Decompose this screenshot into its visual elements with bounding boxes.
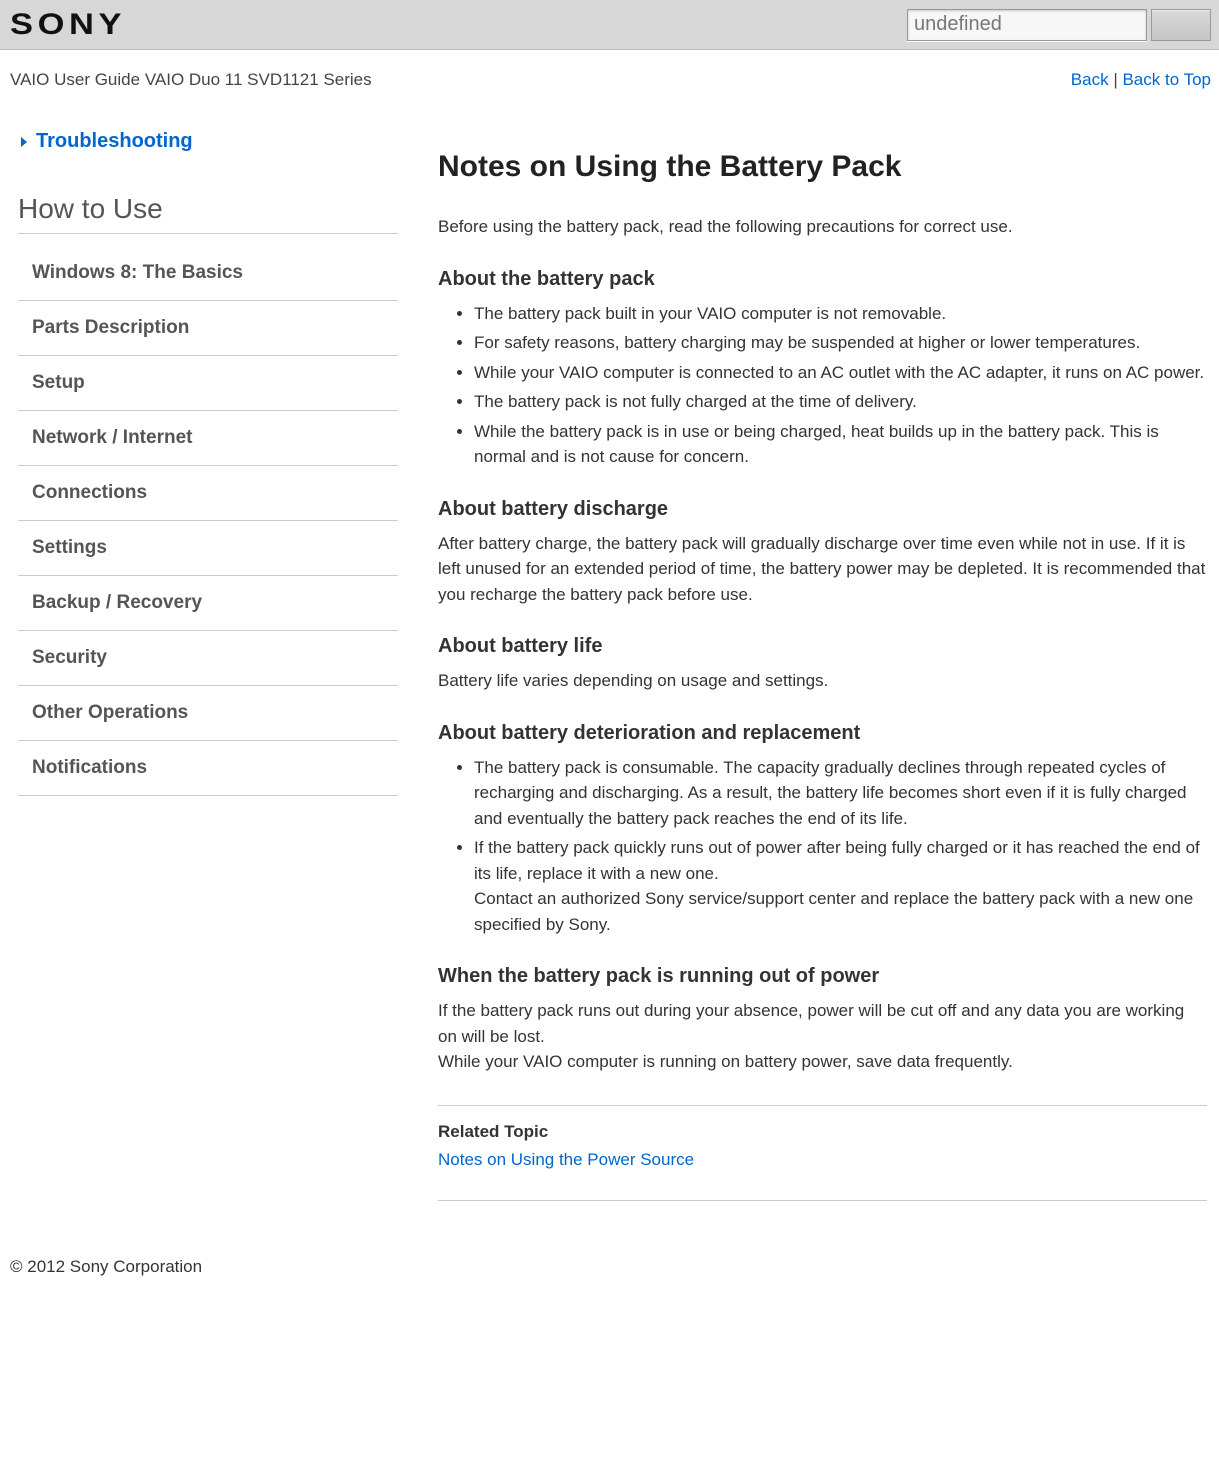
section-body: If the battery pack runs out during your…	[438, 998, 1207, 1075]
section-heading: About battery deterioration and replacem…	[438, 722, 1207, 745]
back-to-top-link[interactable]: Back to Top	[1122, 70, 1211, 89]
related-topic-link[interactable]: Notes on Using the Power Source	[438, 1150, 1207, 1170]
link-separator: |	[1109, 70, 1123, 89]
sidebar-item[interactable]: Windows 8: The Basics	[18, 246, 398, 301]
sidebar-item[interactable]: Backup / Recovery	[18, 576, 398, 631]
list-item: For safety reasons, battery charging may…	[474, 330, 1207, 356]
separator	[438, 1105, 1207, 1106]
article: Notes on Using the Battery Pack Before u…	[438, 130, 1211, 1217]
sidebar-item[interactable]: Security	[18, 631, 398, 686]
section-list: The battery pack built in your VAIO comp…	[438, 301, 1207, 470]
separator	[438, 1200, 1207, 1201]
section-heading: About battery discharge	[438, 498, 1207, 521]
troubleshooting-label: Troubleshooting	[36, 130, 193, 153]
section-body: After battery charge, the battery pack w…	[438, 531, 1207, 608]
sony-logo: SONY	[10, 8, 126, 42]
breadcrumb: VAIO User Guide VAIO Duo 11 SVD1121 Seri…	[10, 70, 372, 90]
page-title: Notes on Using the Battery Pack	[438, 150, 1207, 184]
back-link[interactable]: Back	[1071, 70, 1109, 89]
search-input[interactable]	[907, 9, 1147, 41]
sidebar-heading: How to Use	[18, 193, 398, 234]
section-body: Battery life varies depending on usage a…	[438, 668, 1207, 694]
section-heading: When the battery pack is running out of …	[438, 965, 1207, 988]
footer-copyright: © 2012 Sony Corporation	[0, 1237, 1219, 1307]
article-sections: About the battery pack The battery pack b…	[438, 268, 1207, 1075]
sidebar-item[interactable]: Setup	[18, 356, 398, 411]
section-list: The battery pack is consumable. The capa…	[438, 755, 1207, 938]
section-heading: About the battery pack	[438, 268, 1207, 291]
intro-text: Before using the battery pack, read the …	[438, 214, 1207, 240]
list-item: While the battery pack is in use or bein…	[474, 419, 1207, 470]
breadcrumb-row: VAIO User Guide VAIO Duo 11 SVD1121 Seri…	[0, 50, 1219, 100]
top-nav-links: Back | Back to Top	[1071, 70, 1211, 90]
sidebar-item[interactable]: Parts Description	[18, 301, 398, 356]
guide-title: VAIO User Guide	[10, 70, 140, 89]
list-item: The battery pack built in your VAIO comp…	[474, 301, 1207, 327]
section-heading: About battery life	[438, 635, 1207, 658]
sidebar-item[interactable]: Network / Internet	[18, 411, 398, 466]
list-item: The battery pack is not fully charged at…	[474, 389, 1207, 415]
search-area	[907, 9, 1211, 41]
sidebar-item[interactable]: Notifications	[18, 741, 398, 796]
sidebar: Troubleshooting How to Use Windows 8: Th…	[18, 130, 398, 796]
chevron-right-icon	[18, 135, 30, 149]
list-item: If the battery pack quickly runs out of …	[474, 835, 1207, 937]
topbar: SONY	[0, 0, 1219, 50]
sidebar-item[interactable]: Other Operations	[18, 686, 398, 741]
list-item: The battery pack is consumable. The capa…	[474, 755, 1207, 832]
sidebar-nav-list: Windows 8: The BasicsParts DescriptionSe…	[18, 246, 398, 796]
list-item: While your VAIO computer is connected to…	[474, 360, 1207, 386]
troubleshooting-link[interactable]: Troubleshooting	[18, 130, 398, 153]
sidebar-item[interactable]: Settings	[18, 521, 398, 576]
main-layout: Troubleshooting How to Use Windows 8: Th…	[0, 100, 1219, 1237]
related-topic-label: Related Topic	[438, 1122, 1207, 1142]
series-title: VAIO Duo 11 SVD1121 Series	[145, 70, 372, 89]
sidebar-item[interactable]: Connections	[18, 466, 398, 521]
search-button[interactable]	[1151, 9, 1211, 41]
